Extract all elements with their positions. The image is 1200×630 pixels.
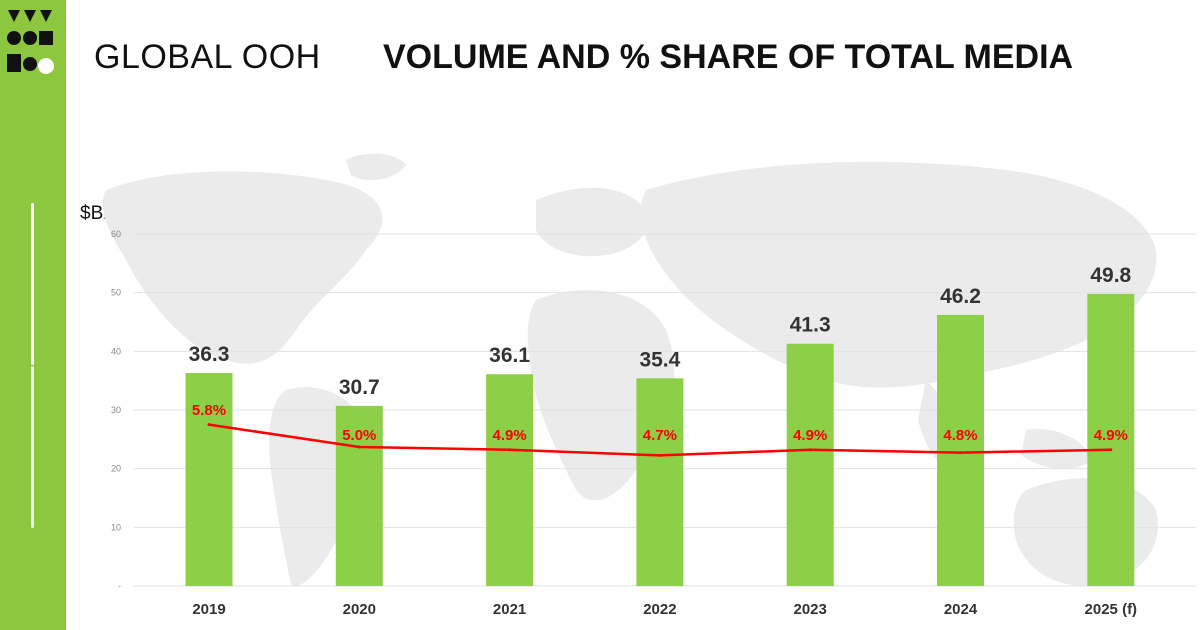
line-value-label: 4.9%: [1094, 427, 1128, 444]
sidebar-line-upper: [31, 203, 34, 365]
right-edge: [1196, 0, 1200, 630]
bar-value-label: 35.4: [639, 348, 680, 371]
brand-logo-icon: [7, 10, 54, 74]
page-title: VOLUME AND % SHARE OF TOTAL MEDIA: [383, 38, 1074, 76]
bar: [636, 378, 684, 586]
y-tick-label: 20: [111, 464, 121, 474]
bar: [786, 343, 834, 586]
y-tick-label: 50: [111, 288, 121, 298]
line-point: [357, 445, 361, 449]
x-tick-label: 2021: [493, 601, 526, 618]
bar-value-label: 46.2: [940, 285, 981, 308]
x-tick-label: 2020: [343, 601, 376, 618]
y-tick-label: 10: [111, 522, 121, 532]
y-tick-label: -: [118, 581, 121, 591]
bar: [486, 374, 534, 586]
bar-value-label: 36.3: [189, 343, 230, 366]
sidebar-line-lower: [31, 366, 34, 528]
y-tick-label: 60: [111, 229, 121, 239]
line-point: [658, 453, 662, 457]
x-tick-label: 2019: [192, 601, 225, 618]
x-tick-label: 2025 (f): [1085, 601, 1138, 618]
line-value-label: 4.9%: [492, 427, 526, 444]
x-tick-label: 2023: [794, 601, 827, 618]
world-map-background: [102, 153, 1158, 586]
bar: [185, 373, 233, 586]
line-point: [808, 448, 812, 452]
line-point: [508, 448, 512, 452]
line-value-label: 5.8%: [192, 402, 226, 419]
bar-value-label: 41.3: [790, 314, 831, 337]
line-value-label: 4.7%: [643, 427, 677, 444]
line-point: [1109, 448, 1113, 452]
y-tick-label: 40: [111, 346, 121, 356]
line-value-label: 4.9%: [793, 427, 827, 444]
chart-area: - 10 20 30 40 50 60 36.3 2019 30.7 2020 36.1 2021 35…: [102, 153, 1196, 618]
bar: [335, 405, 383, 586]
bar-value-label: 30.7: [339, 376, 380, 399]
bar-value-label: 49.8: [1090, 264, 1131, 287]
x-tick-label: 2022: [643, 601, 676, 618]
line-value-label: 5.0%: [342, 427, 376, 444]
x-tick-label: 2024: [944, 601, 978, 618]
bar: [937, 314, 984, 586]
y-tick-label: 30: [111, 405, 121, 415]
brand-sidebar: [0, 0, 66, 630]
line-point: [207, 423, 211, 427]
title-prefix: GLOBAL OOH: [94, 38, 321, 76]
line-point: [959, 451, 962, 455]
line-value-label: 4.8%: [943, 427, 977, 444]
bar: [1087, 293, 1135, 586]
bar-value-label: 36.1: [489, 344, 530, 367]
